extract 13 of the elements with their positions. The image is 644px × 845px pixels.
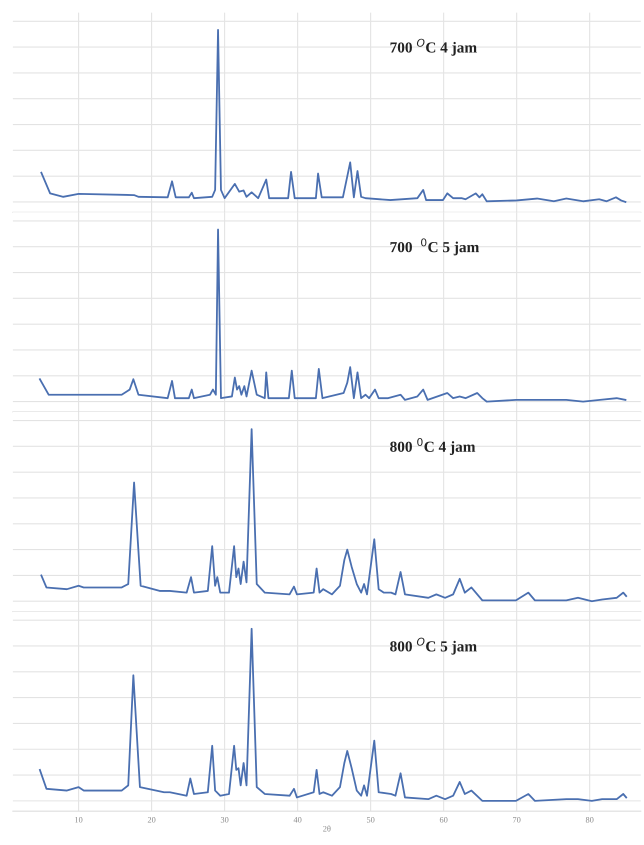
x-axis-title: 2θ: [323, 826, 331, 832]
annotation: 800 $^{0}$C 4 jam: [390, 438, 476, 455]
x-tick-label: 20: [148, 816, 156, 823]
x-tick-label: 60: [440, 816, 448, 823]
x-tick-label: 70: [513, 816, 521, 823]
annotation: 800 $^{O}$C 5 jam: [390, 638, 477, 655]
x-tick-label: 80: [586, 816, 594, 823]
x-tick-label: 50: [366, 816, 374, 823]
x-tick-label: 10: [75, 816, 82, 823]
x-tick-label: 40: [294, 816, 302, 823]
annotation: 700 $^{0}$C 5 jam: [390, 238, 480, 256]
x-tick-label: 30: [220, 816, 228, 823]
annotation: 700 $^{O}$C 4 jam: [390, 38, 477, 56]
